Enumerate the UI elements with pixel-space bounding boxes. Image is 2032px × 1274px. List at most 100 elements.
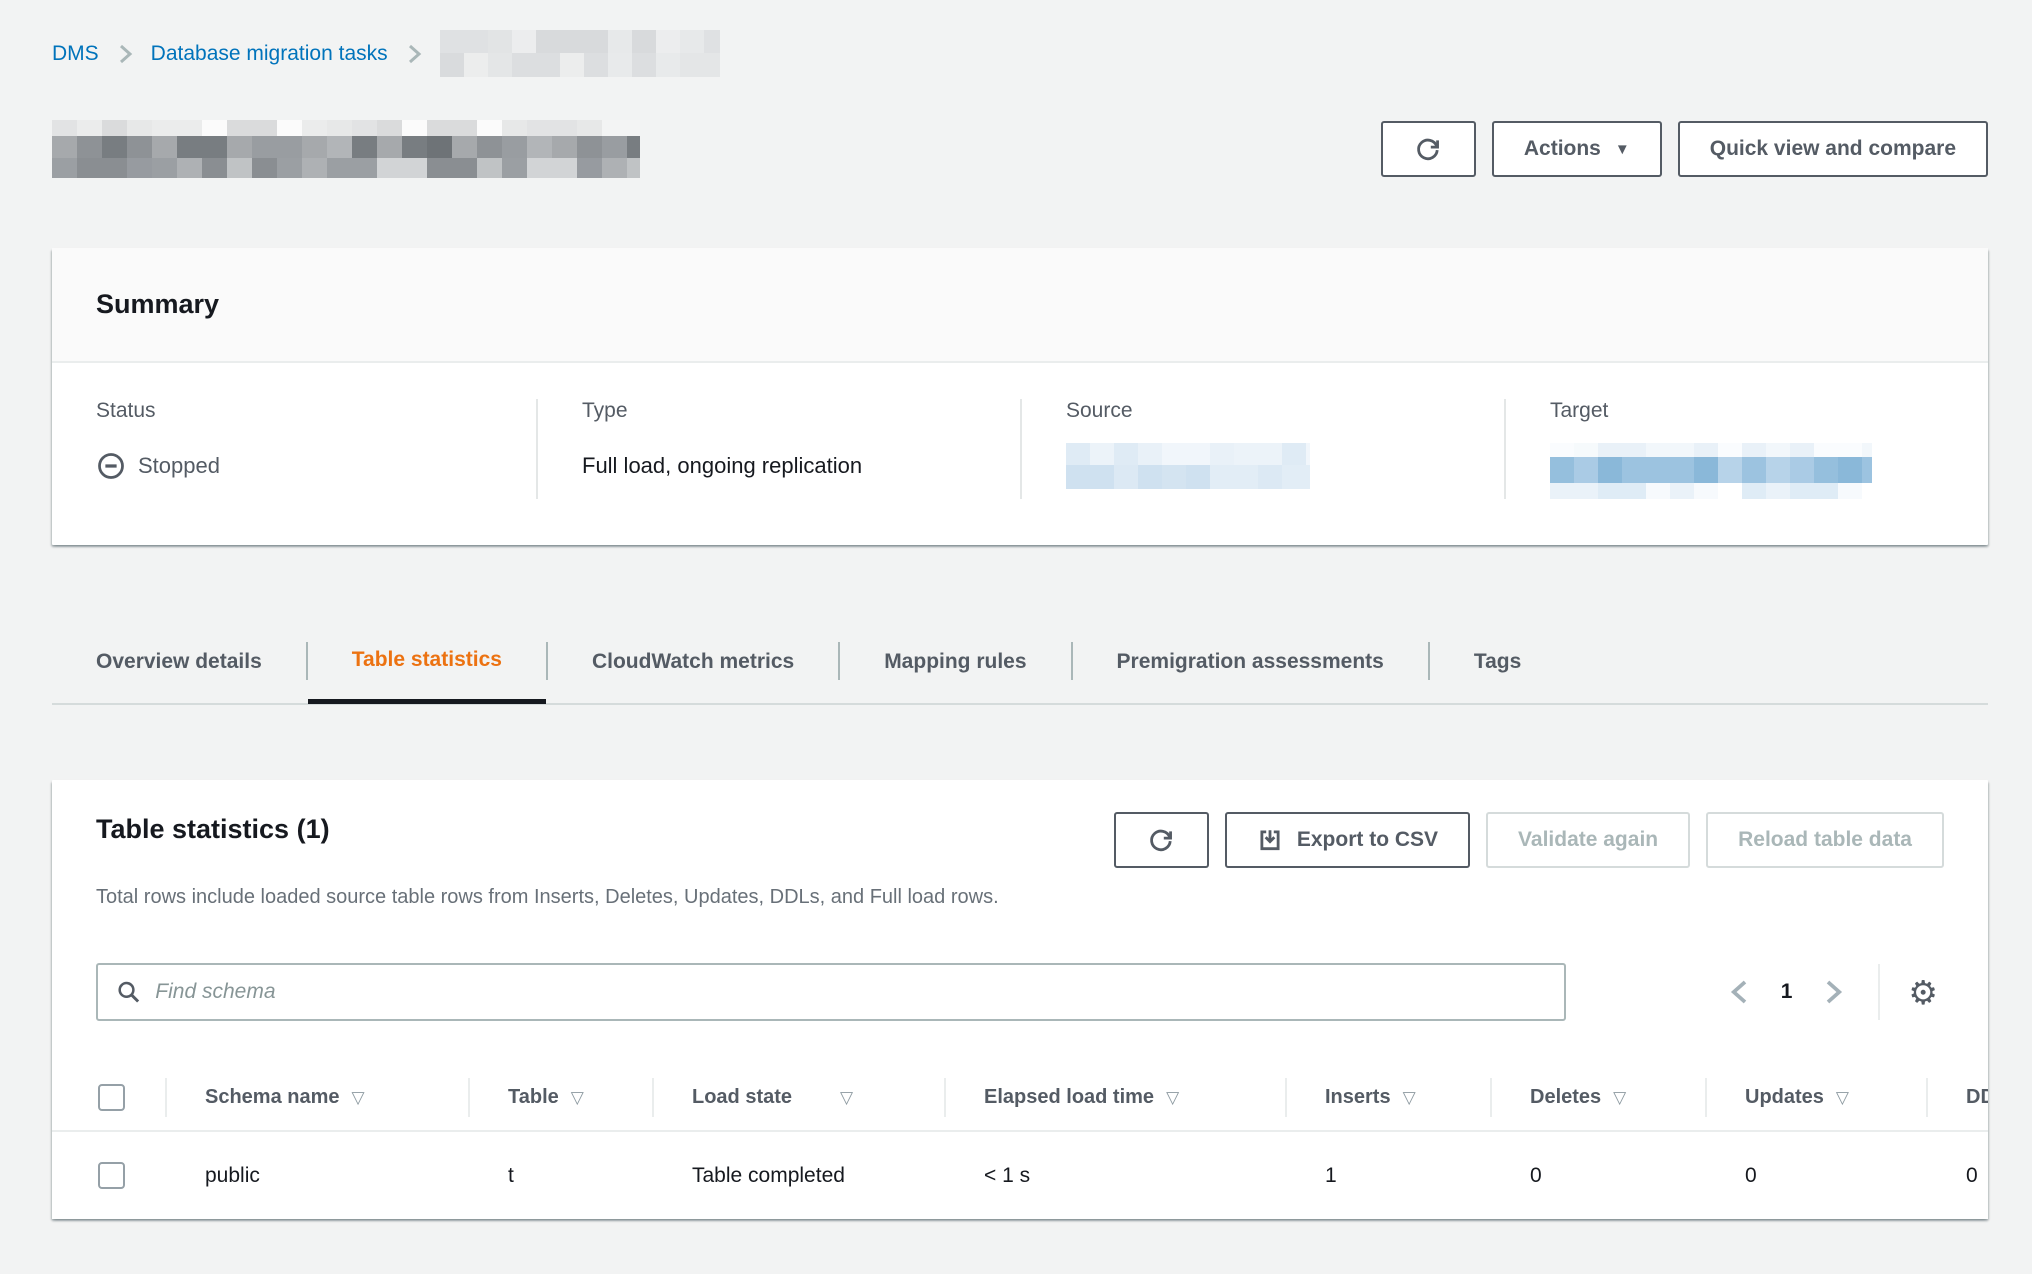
table-statistics-actions: Export to CSV Validate again Reload tabl… <box>1113 812 1944 868</box>
page-title-redacted <box>52 120 640 178</box>
cell-table: t <box>468 1131 652 1219</box>
task-detail-tabs: Overview details Table statistics CloudW… <box>52 619 1988 705</box>
actions-button[interactable]: Actions ▼ <box>1491 121 1662 177</box>
table-statistics-title: Table statistics (1) <box>96 814 330 844</box>
caret-down-icon: ▼ <box>1614 140 1630 158</box>
export-csv-label: Export to CSV <box>1296 828 1439 851</box>
schema-search-box <box>96 963 1566 1021</box>
column-header-ddls[interactable]: DDLs▽ <box>1926 1065 1988 1132</box>
select-all-checkbox[interactable] <box>98 1084 125 1111</box>
column-header-elapsed-load-time[interactable]: Elapsed load time ▽ <box>944 1065 1285 1132</box>
summary-type-column: Type Full load, ongoing replication <box>536 399 1020 499</box>
breadcrumb-task-name-redacted <box>439 30 720 77</box>
status-label: Status <box>96 399 156 422</box>
sort-icon: ▽ <box>1835 1088 1849 1107</box>
chevron-left-icon <box>1730 980 1746 1004</box>
cell-elapsed-load-time: < 1 s <box>944 1131 1285 1219</box>
quick-view-label: Quick view and compare <box>1709 137 1956 160</box>
target-value-redacted <box>1550 443 1872 499</box>
validate-again-label: Validate again <box>1518 828 1659 851</box>
chevron-right-icon <box>1827 980 1843 1004</box>
sort-icon: ▽ <box>351 1088 365 1107</box>
table-header-row: Schema name ▽ Table ▽ Load state ▽ Elapsed … <box>52 1065 1988 1132</box>
summary-body: Status Stopped Type Full load, ongoing r… <box>52 363 1988 545</box>
breadcrumb-link-tasks[interactable]: Database migration tasks <box>150 41 388 65</box>
table-statistics-table: Schema name ▽ Table ▽ Load state ▽ Elapsed … <box>52 1065 1988 1219</box>
reload-table-data-label: Reload table data <box>1738 828 1912 851</box>
tab-separator <box>1070 642 1073 680</box>
sort-icon: ▽ <box>840 1088 854 1107</box>
column-header-updates[interactable]: Updates ▽ <box>1705 1065 1926 1132</box>
type-label: Type <box>582 399 628 422</box>
table-statistics-header: Table statistics (1) Export to CSV <box>52 780 1988 868</box>
tab-mapping-rules[interactable]: Mapping rules <box>884 650 1027 673</box>
dms-task-page: DMS Database migration tasks Actions ▼ <box>52 30 1988 1219</box>
table-refresh-button[interactable] <box>1113 812 1209 868</box>
table-statistics-description: Total rows include loaded source table r… <box>96 886 999 908</box>
find-schema-input[interactable] <box>155 980 1546 1004</box>
previous-page-button[interactable] <box>1721 971 1759 1013</box>
column-header-inserts[interactable]: Inserts ▽ <box>1285 1065 1490 1132</box>
status-value: Stopped <box>96 443 506 489</box>
tab-overview-details[interactable]: Overview details <box>96 650 262 673</box>
row-checkbox[interactable] <box>98 1162 125 1189</box>
tab-premigration-assessments[interactable]: Premigration assessments <box>1116 650 1384 673</box>
quick-view-compare-button[interactable]: Quick view and compare <box>1677 121 1988 177</box>
row-select-cell <box>52 1131 165 1219</box>
stopped-status-icon <box>98 453 124 479</box>
column-header-table[interactable]: Table ▽ <box>468 1065 652 1132</box>
summary-title: Summary <box>96 289 220 319</box>
breadcrumb: DMS Database migration tasks <box>52 30 1988 77</box>
sort-icon: ▽ <box>1402 1088 1416 1107</box>
column-header-load-state[interactable]: Load state ▽ <box>652 1065 944 1132</box>
status-text: Stopped <box>138 453 220 478</box>
source-label: Source <box>1066 399 1133 422</box>
cell-load-state: Table completed <box>652 1131 944 1219</box>
select-all-header <box>52 1065 165 1132</box>
table-preferences-button[interactable]: ⚙ <box>1902 974 1944 1011</box>
target-label: Target <box>1550 399 1609 422</box>
column-header-deletes[interactable]: Deletes ▽ <box>1490 1065 1705 1132</box>
next-page-button[interactable] <box>1814 971 1852 1013</box>
summary-target-column: Target <box>1504 399 1988 499</box>
tab-cloudwatch-metrics[interactable]: CloudWatch metrics <box>591 650 795 673</box>
tab-separator <box>305 642 308 680</box>
table-statistics-card: Table statistics (1) Export to CSV <box>52 780 1988 1219</box>
pagination-divider <box>1878 964 1881 1020</box>
tab-tags[interactable]: Tags <box>1473 650 1522 673</box>
cell-updates: 0 <box>1705 1131 1926 1219</box>
tab-separator <box>838 642 841 680</box>
sort-icon: ▽ <box>570 1088 584 1107</box>
refresh-button[interactable] <box>1380 121 1476 177</box>
breadcrumb-link-dms[interactable]: DMS <box>52 41 99 65</box>
reload-table-data-button[interactable]: Reload table data <box>1706 812 1944 868</box>
table-filter-row: 1 ⚙ <box>52 963 1988 1021</box>
refresh-icon <box>1417 138 1440 161</box>
export-csv-button[interactable]: Export to CSV <box>1224 812 1471 868</box>
validate-again-button[interactable]: Validate again <box>1486 812 1691 868</box>
summary-status-column: Status Stopped <box>52 399 536 499</box>
page-actions: Actions ▼ Quick view and compare <box>1380 121 1988 177</box>
cell-schema-name: public <box>165 1131 468 1219</box>
sort-icon: ▽ <box>1166 1088 1180 1107</box>
cell-deletes: 0 <box>1490 1131 1705 1219</box>
type-value: Full load, ongoing replication <box>582 453 863 478</box>
cell-inserts: 1 <box>1285 1131 1490 1219</box>
summary-card: Summary Status Stopped Type Full load, o… <box>52 248 1988 545</box>
download-icon <box>1260 830 1280 851</box>
summary-source-column: Source <box>1020 399 1504 499</box>
search-icon <box>118 981 140 1003</box>
table-row: public t Table completed < 1 s 1 0 0 0 <box>52 1131 1988 1219</box>
page-header: Actions ▼ Quick view and compare <box>52 120 1988 178</box>
actions-button-label: Actions <box>1523 137 1601 160</box>
tab-table-statistics[interactable]: Table statistics <box>307 620 546 704</box>
tab-separator <box>545 642 548 680</box>
refresh-icon <box>1150 829 1173 852</box>
tab-separator <box>1427 642 1430 680</box>
chevron-right-icon <box>115 42 135 66</box>
pagination: 1 ⚙ <box>1721 964 1944 1020</box>
gear-icon: ⚙ <box>1908 973 1938 1011</box>
column-header-schema-name[interactable]: Schema name ▽ <box>165 1065 468 1132</box>
current-page-number[interactable]: 1 <box>1780 980 1793 1003</box>
sort-icon: ▽ <box>1613 1088 1627 1107</box>
